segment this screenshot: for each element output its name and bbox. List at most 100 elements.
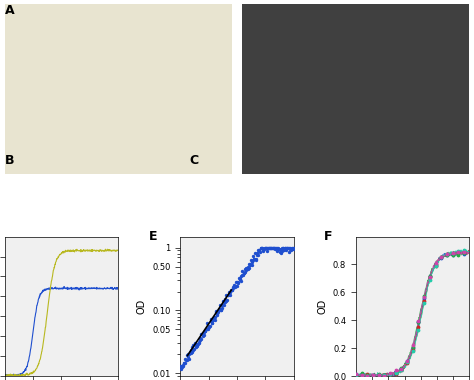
Point [276,249,284,255]
Point [455,252,462,258]
Point [256,249,264,255]
Point [358,373,365,379]
Point [409,342,417,348]
Point [189,344,196,350]
Point [245,261,253,267]
Point [398,366,405,372]
Point [381,372,388,378]
Point [398,367,405,373]
Point [239,272,247,279]
Point [283,245,291,251]
Point [213,312,220,318]
Point [415,318,422,324]
Point [182,359,189,366]
Point [420,293,428,299]
Point [214,311,221,317]
Point [432,263,439,269]
Point [183,357,191,363]
Point [224,293,231,299]
Point [224,292,232,298]
Point [254,252,261,258]
Point [237,273,245,279]
Point [358,370,365,376]
Point [426,273,434,279]
Point [241,266,248,272]
Point [181,360,188,366]
Point [201,328,209,334]
Point [186,351,193,357]
Point [415,328,422,334]
Point [284,245,292,251]
Point [218,307,225,313]
Point [221,299,228,305]
Point [449,252,456,258]
Point [386,371,394,377]
Point [415,319,422,325]
Point [381,372,388,378]
Point [218,305,226,311]
Point [261,245,269,251]
Point [455,249,462,255]
Point [375,372,383,378]
Point [255,247,263,253]
Point [273,248,280,254]
Point [252,256,259,262]
Point [191,341,199,347]
Point [280,247,288,253]
Point [426,277,434,283]
Point [369,372,377,378]
Point [246,261,254,268]
Point [181,356,189,362]
Point [197,335,204,341]
Point [409,344,417,350]
Point [375,372,383,378]
Point [259,247,267,253]
Point [286,246,294,252]
Point [211,314,219,320]
Point [220,302,228,308]
Point [262,245,270,252]
Point [248,260,256,266]
Point [460,247,468,253]
Point [283,245,291,252]
Point [177,366,185,372]
Point [231,284,239,290]
Point [352,372,360,378]
Point [282,247,290,253]
Point [264,245,271,251]
Point [403,360,411,366]
Point [212,308,220,314]
Point [281,245,289,251]
Point [209,320,216,326]
Point [210,317,217,323]
Point [257,245,264,251]
Point [281,245,288,251]
Point [254,252,262,258]
Point [255,248,263,254]
Point [352,373,360,379]
Point [246,264,253,271]
Point [290,245,298,251]
Point [193,341,201,347]
Point [420,295,428,301]
Point [369,372,377,378]
Point [207,318,214,324]
Point [217,306,224,312]
Point [443,250,451,256]
Point [443,251,451,257]
Text: A: A [5,4,14,17]
Point [204,326,211,332]
Point [268,245,275,251]
Point [242,267,250,273]
Point [227,289,234,295]
Point [398,365,405,371]
Point [200,331,207,337]
Point [212,309,219,315]
Point [279,245,287,251]
Point [183,352,191,358]
Point [426,274,434,280]
Point [386,370,394,376]
Point [232,282,239,288]
Point [225,289,233,295]
Point [426,272,434,279]
